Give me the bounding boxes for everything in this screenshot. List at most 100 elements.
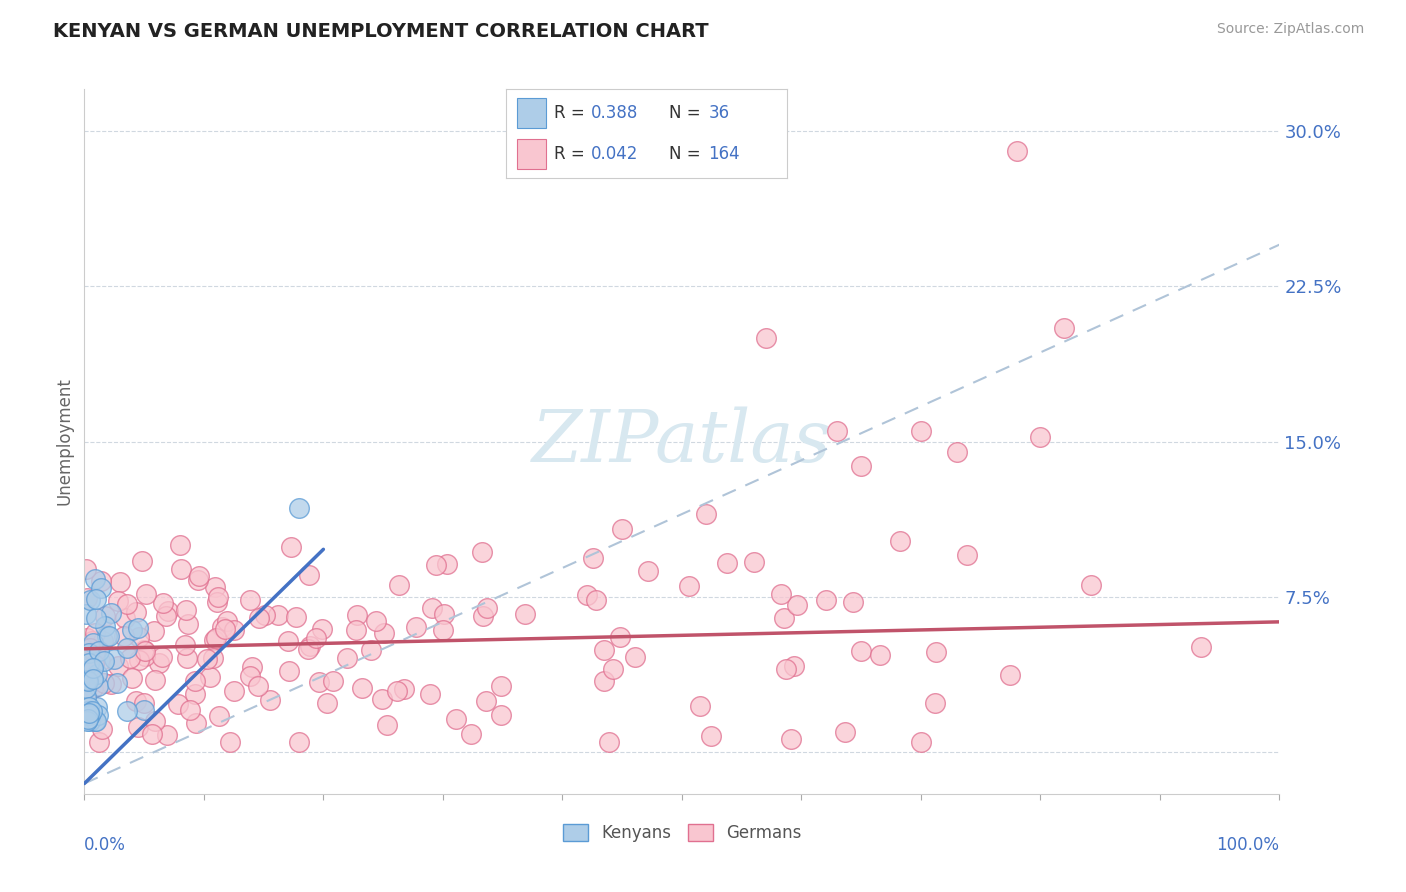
Point <box>211 620 233 634</box>
Point <box>82 681 104 695</box>
Point <box>79 708 101 723</box>
Point <box>489 679 512 693</box>
Point <box>176 651 198 665</box>
Point <box>388 577 411 591</box>
Point <box>772 610 794 624</box>
Point <box>121 671 143 685</box>
Bar <box>517 139 546 169</box>
Point <box>77 667 100 681</box>
Point <box>166 698 188 712</box>
Point <box>152 596 174 610</box>
Point <box>98 629 121 643</box>
Point <box>87 735 110 749</box>
Point <box>239 593 262 607</box>
Point <box>150 650 173 665</box>
Point <box>700 729 723 743</box>
Point <box>576 588 599 602</box>
Point <box>392 682 415 697</box>
Point <box>173 638 195 652</box>
Point <box>132 703 156 717</box>
Point <box>208 709 231 723</box>
Point <box>80 704 103 718</box>
Text: ZIPatlas: ZIPatlas <box>531 406 832 477</box>
Point <box>75 690 97 704</box>
Point <box>75 640 97 655</box>
Point <box>425 558 447 572</box>
Point <box>87 644 110 658</box>
Text: 0.388: 0.388 <box>591 104 638 122</box>
Point <box>134 644 156 658</box>
Point <box>311 622 333 636</box>
Point <box>385 684 408 698</box>
Point <box>118 650 141 665</box>
Point <box>107 594 129 608</box>
Point <box>371 692 394 706</box>
Point <box>198 670 221 684</box>
Point <box>84 572 107 586</box>
Point <box>298 568 321 582</box>
Point <box>1005 145 1028 159</box>
Text: 164: 164 <box>709 145 740 163</box>
Point <box>93 654 115 668</box>
Point <box>100 606 122 620</box>
Point <box>205 595 228 609</box>
Point <box>869 648 891 662</box>
Point <box>128 630 150 644</box>
Point <box>135 587 157 601</box>
Point <box>219 735 242 749</box>
Point <box>86 708 108 723</box>
Point <box>305 632 328 646</box>
Point <box>346 607 368 622</box>
Point <box>77 712 100 726</box>
Point <box>585 593 607 607</box>
Point <box>87 679 110 693</box>
Point <box>128 653 150 667</box>
Point <box>79 711 101 725</box>
Point <box>477 601 499 615</box>
Point <box>344 624 367 638</box>
Point <box>84 645 107 659</box>
Text: 36: 36 <box>709 104 730 122</box>
Point <box>925 644 948 658</box>
Point <box>889 534 911 549</box>
Point <box>112 628 135 642</box>
Point <box>612 522 634 536</box>
Point <box>184 673 207 688</box>
Point <box>75 681 97 696</box>
Point <box>86 714 108 729</box>
Point <box>132 642 155 657</box>
Point <box>187 569 209 583</box>
Point <box>75 689 97 703</box>
Point <box>115 597 138 611</box>
Point <box>297 641 319 656</box>
Point <box>141 726 163 740</box>
Point <box>79 714 101 729</box>
Point <box>280 540 302 554</box>
Point <box>946 445 969 459</box>
Point <box>254 607 277 622</box>
Y-axis label: Unemployment: Unemployment <box>55 377 73 506</box>
Point <box>79 593 101 607</box>
Point <box>375 718 398 732</box>
Point <box>90 581 112 595</box>
Point <box>179 703 201 717</box>
Point <box>742 555 765 569</box>
Point <box>131 553 153 567</box>
Point <box>127 720 149 734</box>
Point <box>77 673 100 688</box>
Point <box>202 632 225 647</box>
Point <box>142 624 165 638</box>
Point <box>419 687 441 701</box>
Point <box>184 687 207 701</box>
Point <box>240 660 263 674</box>
Point <box>405 619 427 633</box>
Point <box>82 710 104 724</box>
Point <box>910 735 932 749</box>
Point <box>298 640 321 654</box>
Text: KENYAN VS GERMAN UNEMPLOYMENT CORRELATION CHART: KENYAN VS GERMAN UNEMPLOYMENT CORRELATIO… <box>53 22 709 41</box>
Point <box>678 579 700 593</box>
Point <box>689 698 711 713</box>
Point <box>103 651 125 665</box>
Point <box>77 699 100 714</box>
Point <box>148 656 170 670</box>
